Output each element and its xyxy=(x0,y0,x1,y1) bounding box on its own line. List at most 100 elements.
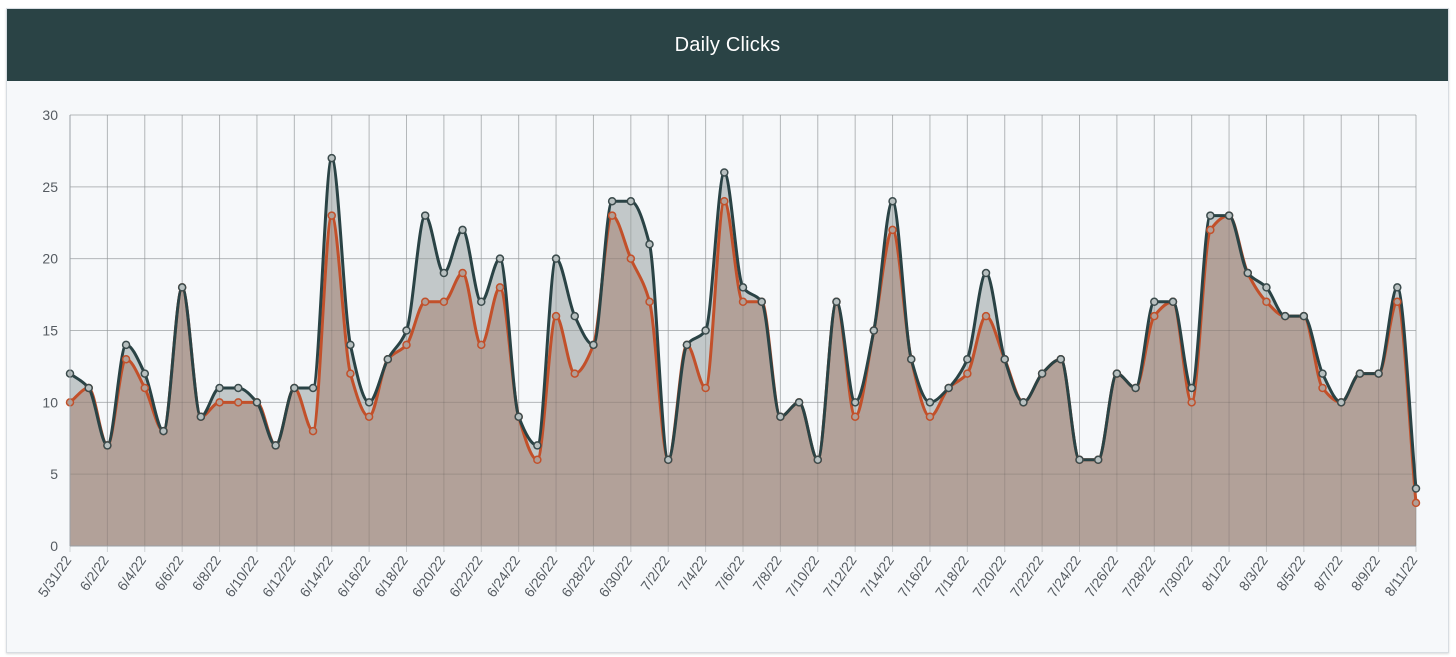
series-1-point[interactable] xyxy=(1112,369,1122,378)
series-1-point[interactable] xyxy=(290,383,299,393)
series-1-point[interactable] xyxy=(1168,297,1178,307)
series-1-point[interactable] xyxy=(234,383,243,393)
series-1-point[interactable] xyxy=(757,297,766,307)
series-1-point[interactable] xyxy=(682,340,692,350)
series-1-point[interactable] xyxy=(252,398,262,407)
series-2-point[interactable] xyxy=(720,196,729,206)
series-1-point[interactable] xyxy=(121,340,131,350)
series-1-point[interactable] xyxy=(159,426,168,436)
series-1-point[interactable] xyxy=(944,383,953,393)
series-1-point[interactable] xyxy=(1224,211,1234,220)
series-2-point[interactable] xyxy=(140,383,150,393)
series-1-point[interactable] xyxy=(458,225,467,235)
series-1-point[interactable] xyxy=(1299,311,1309,321)
series-1-point[interactable] xyxy=(439,268,449,278)
series-1-point[interactable] xyxy=(1374,369,1383,378)
series-1-point[interactable] xyxy=(850,398,860,407)
series-1-point[interactable] xyxy=(1075,455,1084,465)
series-1-point[interactable] xyxy=(832,297,841,307)
series-1-point[interactable] xyxy=(140,369,150,378)
series-2-point[interactable] xyxy=(234,398,243,407)
series-1-point[interactable] xyxy=(1187,383,1196,393)
series-1-point[interactable] xyxy=(1093,455,1103,465)
series-1-point[interactable] xyxy=(776,412,785,421)
series-1-point[interactable] xyxy=(888,196,897,206)
series-1-point[interactable] xyxy=(589,340,598,350)
series-2-point[interactable] xyxy=(346,369,355,378)
series-2-point[interactable] xyxy=(1150,311,1159,321)
series-2-point[interactable] xyxy=(364,412,374,421)
series-1-point[interactable] xyxy=(420,211,430,220)
series-1-point[interactable] xyxy=(720,168,729,177)
series-1-point[interactable] xyxy=(1131,383,1140,393)
series-2-point[interactable] xyxy=(477,340,486,350)
series-2-point[interactable] xyxy=(551,311,561,321)
series-1-point[interactable] xyxy=(196,412,206,421)
series-2-point[interactable] xyxy=(458,268,467,278)
series-1-point[interactable] xyxy=(177,283,187,292)
series-1-point[interactable] xyxy=(551,254,561,263)
series-1-point[interactable] xyxy=(308,383,318,393)
series-1-point[interactable] xyxy=(981,268,991,278)
series-2-point[interactable] xyxy=(1206,225,1215,235)
series-2-point[interactable] xyxy=(1393,297,1402,307)
series-2-point[interactable] xyxy=(626,254,636,263)
series-1-point[interactable] xyxy=(1150,297,1159,307)
series-2-point[interactable] xyxy=(439,297,449,307)
series-2-point[interactable] xyxy=(1318,383,1327,393)
series-1-point[interactable] xyxy=(1355,369,1365,378)
series-1-point[interactable] xyxy=(1411,484,1421,493)
series-2-point[interactable] xyxy=(420,297,430,307)
series-2-point[interactable] xyxy=(963,369,972,378)
series-2-point[interactable] xyxy=(607,211,617,220)
series-1-point[interactable] xyxy=(1393,283,1402,292)
series-1-point[interactable] xyxy=(570,311,579,321)
series-1-point[interactable] xyxy=(477,297,486,307)
series-1-point[interactable] xyxy=(346,340,355,350)
series-1-point[interactable] xyxy=(383,354,393,364)
series-1-point[interactable] xyxy=(327,153,336,163)
series-1-point[interactable] xyxy=(533,441,542,450)
series-1-point[interactable] xyxy=(1262,283,1271,292)
series-2-point[interactable] xyxy=(1411,498,1421,508)
series-1-point[interactable] xyxy=(402,326,411,335)
series-1-point[interactable] xyxy=(925,398,935,407)
series-1-point[interactable] xyxy=(1206,211,1215,220)
series-1-point[interactable] xyxy=(364,398,374,407)
series-1-point[interactable] xyxy=(663,455,673,465)
series-1-point[interactable] xyxy=(103,441,112,450)
series-2-point[interactable] xyxy=(402,340,411,350)
series-1-point[interactable] xyxy=(215,383,224,393)
series-1-point[interactable] xyxy=(1019,398,1028,407)
series-2-point[interactable] xyxy=(215,398,224,407)
series-1-point[interactable] xyxy=(645,240,654,249)
series-1-point[interactable] xyxy=(869,326,879,335)
series-1-point[interactable] xyxy=(514,412,523,421)
series-1-point[interactable] xyxy=(701,326,710,335)
series-2-point[interactable] xyxy=(888,225,897,235)
series-1-point[interactable] xyxy=(1037,369,1047,378)
series-1-point[interactable] xyxy=(1280,311,1290,321)
series-2-point[interactable] xyxy=(850,412,860,421)
series-1-point[interactable] xyxy=(1336,398,1346,407)
series-1-point[interactable] xyxy=(1056,354,1066,364)
series-2-point[interactable] xyxy=(533,455,542,465)
series-1-point[interactable] xyxy=(963,354,972,364)
series-1-point[interactable] xyxy=(607,196,617,206)
series-1-point[interactable] xyxy=(495,254,505,263)
series-2-point[interactable] xyxy=(1262,297,1271,307)
series-1-point[interactable] xyxy=(738,283,748,292)
series-2-point[interactable] xyxy=(570,369,579,378)
series-1-point[interactable] xyxy=(813,455,823,465)
series-1-point[interactable] xyxy=(907,354,916,364)
series-2-point[interactable] xyxy=(121,354,131,364)
series-1-point[interactable] xyxy=(626,196,636,206)
series-2-point[interactable] xyxy=(327,211,336,220)
series-2-point[interactable] xyxy=(1187,398,1196,407)
series-1-point[interactable] xyxy=(1318,369,1327,378)
series-1-point[interactable] xyxy=(1243,268,1252,278)
series-1-point[interactable] xyxy=(794,398,804,407)
series-2-point[interactable] xyxy=(495,283,505,292)
series-2-point[interactable] xyxy=(308,426,318,436)
series-1-point[interactable] xyxy=(1000,354,1009,364)
